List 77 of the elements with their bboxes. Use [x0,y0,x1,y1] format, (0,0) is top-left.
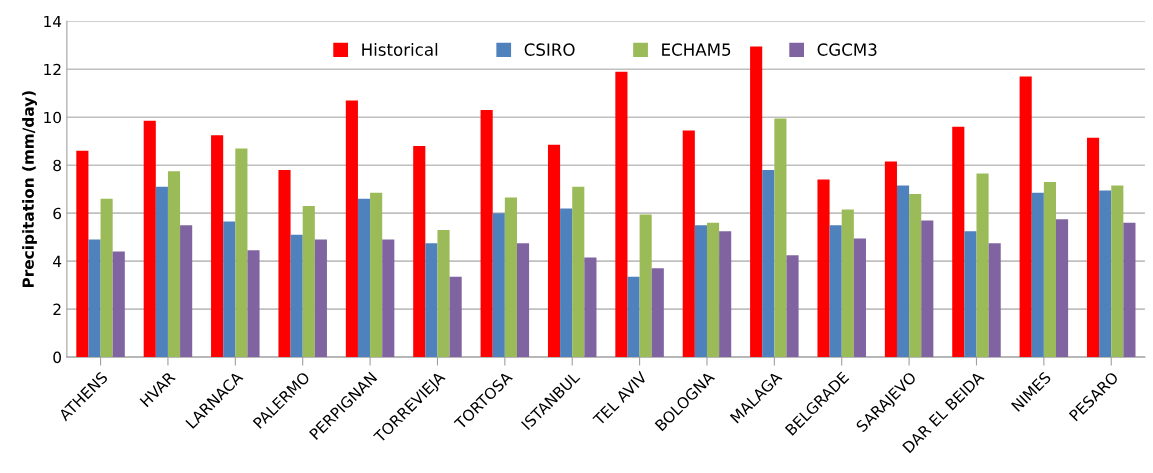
bar [314,239,327,358]
bar [817,179,830,358]
bar [706,222,720,358]
bar [112,251,125,358]
bar [1055,219,1069,358]
y-axis-title: Precipitation (mm/day) [22,91,38,288]
bar [425,243,438,358]
bar [750,46,763,358]
bar [651,268,664,358]
bar [167,171,181,358]
bar [449,276,462,358]
bar [1123,222,1136,358]
bar [1019,76,1032,358]
bar [290,234,303,358]
bar [572,186,585,358]
bar [76,150,89,358]
bar [1086,137,1100,358]
bar [952,126,965,358]
y-tick-label: 14 [44,15,62,28]
bar [909,194,922,358]
bar [615,71,628,358]
bar [584,257,597,358]
y-tick-label: 2 [53,303,61,315]
y-tick-label: 10 [44,111,61,124]
y-tick-label: 4 [53,255,62,267]
bar [211,135,224,358]
legend-label: CSIRO [524,43,575,56]
bar [694,225,707,358]
y-tick-label: 12 [44,63,61,76]
bar [639,214,652,358]
legend-label: Historical [362,43,438,56]
bar [278,170,291,358]
bar [437,229,450,358]
bar [1043,182,1056,358]
bar [247,250,260,358]
bar [370,192,383,358]
bar [143,120,156,358]
bar [382,239,395,358]
bar [1099,190,1112,358]
bar [302,205,315,358]
bar [560,208,573,358]
bar [235,148,248,358]
bar [896,185,910,358]
bar [988,243,1001,358]
y-tick-label: 8 [53,159,61,172]
bar [492,213,505,358]
bar [976,173,989,358]
bar [100,198,113,358]
bar [682,130,695,358]
bar [627,276,640,358]
bar [504,197,517,358]
bar [853,238,866,358]
bar [345,100,358,358]
bar [719,231,732,358]
legend-label: CGCM3 [817,43,877,56]
bar [774,118,787,358]
bar [180,225,193,358]
bar [762,170,775,358]
y-tick-label: 0 [53,351,61,364]
bar [829,225,842,358]
bar [480,110,493,358]
bar [413,146,426,358]
y-tick-label: 6 [53,207,62,220]
bar [223,221,236,358]
bar [921,220,934,358]
bar [786,255,799,358]
legend-label: ECHAM5 [662,43,731,56]
bar [516,243,530,358]
bar [357,198,371,358]
bar [88,239,101,358]
bar [1111,185,1124,358]
bar [884,161,897,358]
bar [155,186,168,358]
bar [1031,192,1044,358]
bar [841,209,854,358]
bar [547,144,561,358]
bar [964,231,977,358]
